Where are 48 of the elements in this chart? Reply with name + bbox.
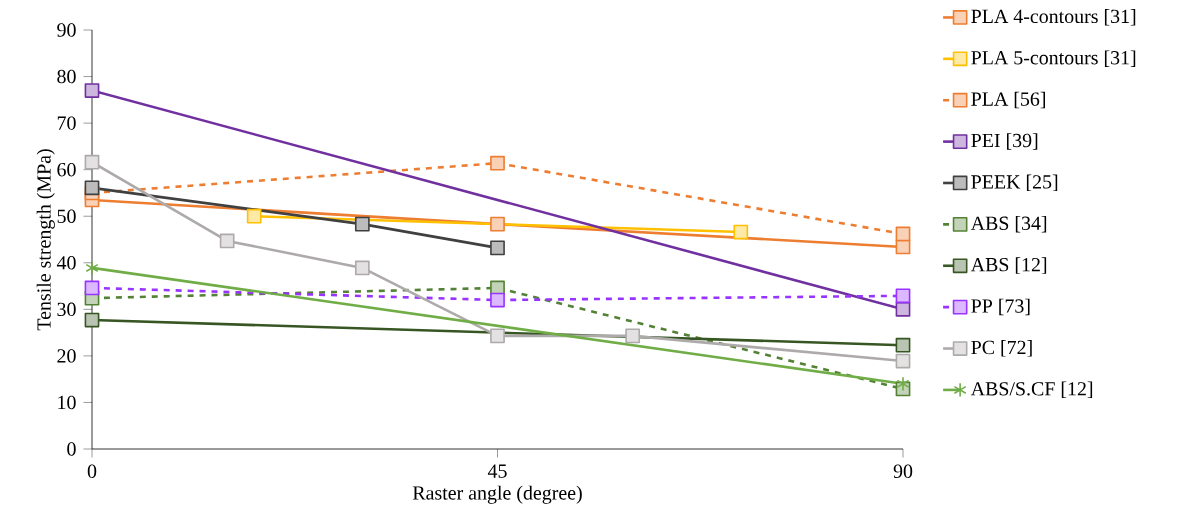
point	[84, 83, 100, 98]
legend-label: PC [72]	[971, 340, 1032, 357]
y-tick-label: 70	[57, 116, 76, 130]
legend-label: PLA 5-contours [31]	[971, 50, 1136, 67]
point	[490, 328, 505, 344]
point	[354, 216, 370, 232]
point	[84, 180, 100, 196]
point	[219, 233, 235, 249]
y-tick-label: 90	[57, 23, 76, 37]
legend-label: PLA 4-contours [31]	[971, 9, 1136, 26]
point	[895, 226, 911, 242]
point	[354, 260, 370, 276]
y-tick-label: 10	[58, 395, 76, 410]
x-tick-label: 90	[893, 464, 913, 478]
point	[490, 216, 505, 232]
x-tick-label: 0	[87, 464, 97, 478]
y-tick-label: 30	[57, 302, 76, 317]
point	[84, 312, 100, 328]
legend-label: PLA [56]	[971, 91, 1045, 109]
point	[895, 353, 911, 369]
legend-label: PP [73]	[971, 298, 1030, 316]
y-tick-label: 50	[57, 209, 76, 223]
point	[85, 260, 99, 276]
point	[895, 288, 911, 304]
point	[490, 292, 505, 308]
legend-label: ABS [12]	[970, 257, 1047, 274]
point	[246, 208, 262, 224]
y-tick-label: 40	[56, 256, 76, 270]
y-axis-title: Tensile strength (MPa)	[36, 149, 55, 331]
point	[490, 240, 505, 256]
y-tick-label: 80	[57, 69, 76, 84]
y-tick-label: 60	[57, 162, 76, 177]
point	[733, 224, 749, 240]
y-tick-label: 0	[67, 442, 76, 456]
legend-label: ABS/S.CF [12]	[970, 381, 1093, 398]
legend-label: ABS [34]	[970, 215, 1047, 233]
point	[84, 280, 100, 296]
x-axis-title: Raster angle (degree)	[412, 485, 582, 504]
x-tick-label: 45	[487, 464, 507, 478]
point	[625, 328, 641, 344]
y-tick-label: 20	[57, 349, 76, 363]
point	[490, 155, 505, 171]
point	[84, 154, 100, 170]
legend-label: PEEK [25]	[971, 174, 1058, 192]
point	[895, 337, 911, 353]
point	[896, 376, 910, 392]
point	[895, 301, 911, 317]
legend-label: PEI [39]	[971, 133, 1038, 150]
